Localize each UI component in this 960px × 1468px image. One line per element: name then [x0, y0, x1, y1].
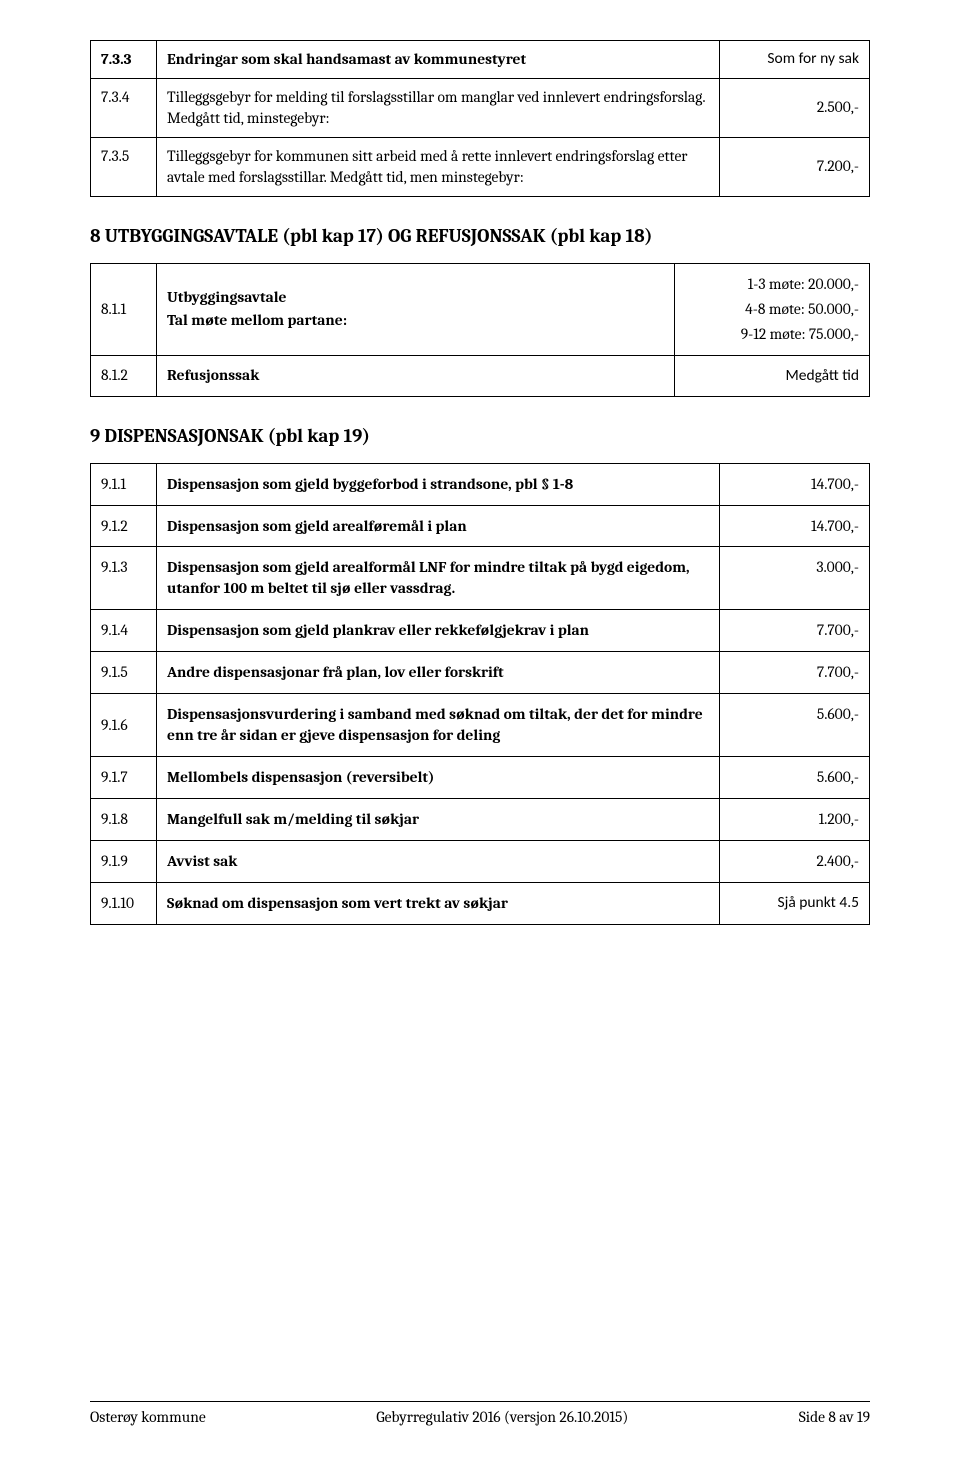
row-number: 9.1.3 — [91, 547, 157, 610]
document-page: 7.3.3 Endringar som skal handsamast av k… — [0, 0, 960, 1468]
section-8-heading: 8 UTBYGGINGSAVTALE (pbl kap 17) OG REFUS… — [90, 225, 870, 247]
row-value: 2.500,- — [720, 78, 870, 137]
row-number: 9.1.9 — [91, 840, 157, 882]
row-description: Tilleggsgebyr for melding til forslagsst… — [157, 78, 720, 137]
section-9-heading: 9 DISPENSASJONSAK (pbl kap 19) — [90, 425, 870, 447]
row-desc-plain: Tilleggsgebyr for kommunen sitt arbeid m… — [167, 147, 687, 186]
table-row: 8.1.1 Utbyggingsavtale Tal møte mellom p… — [91, 263, 870, 356]
row-value: 14.700,- — [720, 505, 870, 547]
row-description: Andre dispensasjonar frå plan, lov eller… — [157, 652, 720, 694]
row-number: 8.1.1 — [91, 263, 157, 356]
row-value: Som for ny sak — [720, 41, 870, 79]
row-number: 7.3.5 — [91, 137, 157, 196]
row-description: Dispensasjonsvurdering i samband med søk… — [157, 694, 720, 757]
row-number: 9.1.1 — [91, 463, 157, 505]
footer-right: Side 8 av 19 — [799, 1408, 870, 1426]
table-row: 9.1.3 Dispensasjon som gjeld arealformål… — [91, 547, 870, 610]
table-row: 7.3.5 Tilleggsgebyr for kommunen sitt ar… — [91, 137, 870, 196]
row-value: 14.700,- — [720, 463, 870, 505]
row-description: Tilleggsgebyr for kommunen sitt arbeid m… — [157, 137, 720, 196]
row-value: 7.700,- — [720, 610, 870, 652]
row-description: Dispensasjon som gjeld arealføremål i pl… — [157, 505, 720, 547]
row-number: 7.3.3 — [91, 41, 157, 79]
row-description: Mangelfull sak m/melding til søkjar — [157, 798, 720, 840]
row-value: 7.700,- — [720, 652, 870, 694]
row-number: 9.1.5 — [91, 652, 157, 694]
table-row: 9.1.4 Dispensasjon som gjeld plankrav el… — [91, 610, 870, 652]
row-desc-bold: Endringar som skal handsamast av kommune… — [167, 50, 526, 68]
table-row: 9.1.6 Dispensasjonsvurdering i samband m… — [91, 694, 870, 757]
table-row: 7.3.4 Tilleggsgebyr for melding til fors… — [91, 78, 870, 137]
row-number: 8.1.2 — [91, 356, 157, 396]
page-footer: Osterøy kommune Gebyrregulativ 2016 (ver… — [90, 1401, 870, 1426]
footer-left: Osterøy kommune — [90, 1408, 206, 1426]
row-description: Utbyggingsavtale Tal møte mellom partane… — [157, 263, 675, 356]
row-desc-plain: Tilleggsgebyr for melding til forslagsst… — [167, 88, 705, 127]
row-value: 5.600,- — [720, 756, 870, 798]
desc-line: Utbyggingsavtale — [167, 286, 664, 309]
row-value: Medgått tid — [675, 356, 870, 396]
table-row: 9.1.1 Dispensasjon som gjeld byggeforbod… — [91, 463, 870, 505]
table-9: 9.1.1 Dispensasjon som gjeld byggeforbod… — [90, 463, 870, 925]
row-value: 3.000,- — [720, 547, 870, 610]
row-value: 7.200,- — [720, 137, 870, 196]
table-row: 9.1.8 Mangelfull sak m/melding til søkja… — [91, 798, 870, 840]
value-line: 1-3 møte: 20.000,- — [685, 272, 859, 297]
row-multivalue: 1-3 møte: 20.000,- 4-8 møte: 50.000,- 9-… — [675, 263, 870, 356]
row-number: 9.1.2 — [91, 505, 157, 547]
row-value: Sjå punkt 4.5 — [720, 882, 870, 924]
row-description: Mellombels dispensasjon (reversibelt) — [157, 756, 720, 798]
row-number: 9.1.10 — [91, 882, 157, 924]
table-7-3: 7.3.3 Endringar som skal handsamast av k… — [90, 40, 870, 197]
row-value: 5.600,- — [720, 694, 870, 757]
row-number: 9.1.8 — [91, 798, 157, 840]
table-row: 9.1.10 Søknad om dispensasjon som vert t… — [91, 882, 870, 924]
table-row: 7.3.3 Endringar som skal handsamast av k… — [91, 41, 870, 79]
row-number: 9.1.4 — [91, 610, 157, 652]
row-number: 9.1.6 — [91, 694, 157, 757]
row-description: Endringar som skal handsamast av kommune… — [157, 41, 720, 79]
row-description: Søknad om dispensasjon som vert trekt av… — [157, 882, 720, 924]
row-description: Avvist sak — [157, 840, 720, 882]
table-8: 8.1.1 Utbyggingsavtale Tal møte mellom p… — [90, 263, 870, 397]
table-row: 8.1.2 Refusjonssak Medgått tid — [91, 356, 870, 396]
table-row: 9.1.7 Mellombels dispensasjon (reversibe… — [91, 756, 870, 798]
table-row: 9.1.2 Dispensasjon som gjeld arealføremå… — [91, 505, 870, 547]
value-line: 9-12 møte: 75.000,- — [685, 322, 859, 347]
row-value: 2.400,- — [720, 840, 870, 882]
value-line: 4-8 møte: 50.000,- — [685, 297, 859, 322]
desc-line: Tal møte mellom partane: — [167, 309, 664, 332]
row-description: Refusjonssak — [157, 356, 675, 396]
row-number: 7.3.4 — [91, 78, 157, 137]
row-number: 9.1.7 — [91, 756, 157, 798]
footer-center: Gebyrregulativ 2016 (versjon 26.10.2015) — [376, 1408, 628, 1426]
table-row: 9.1.9 Avvist sak 2.400,- — [91, 840, 870, 882]
table-row: 9.1.5 Andre dispensasjonar frå plan, lov… — [91, 652, 870, 694]
row-description: Dispensasjon som gjeld arealformål LNF f… — [157, 547, 720, 610]
row-value: 1.200,- — [720, 798, 870, 840]
row-description: Dispensasjon som gjeld byggeforbod i str… — [157, 463, 720, 505]
row-description: Dispensasjon som gjeld plankrav eller re… — [157, 610, 720, 652]
